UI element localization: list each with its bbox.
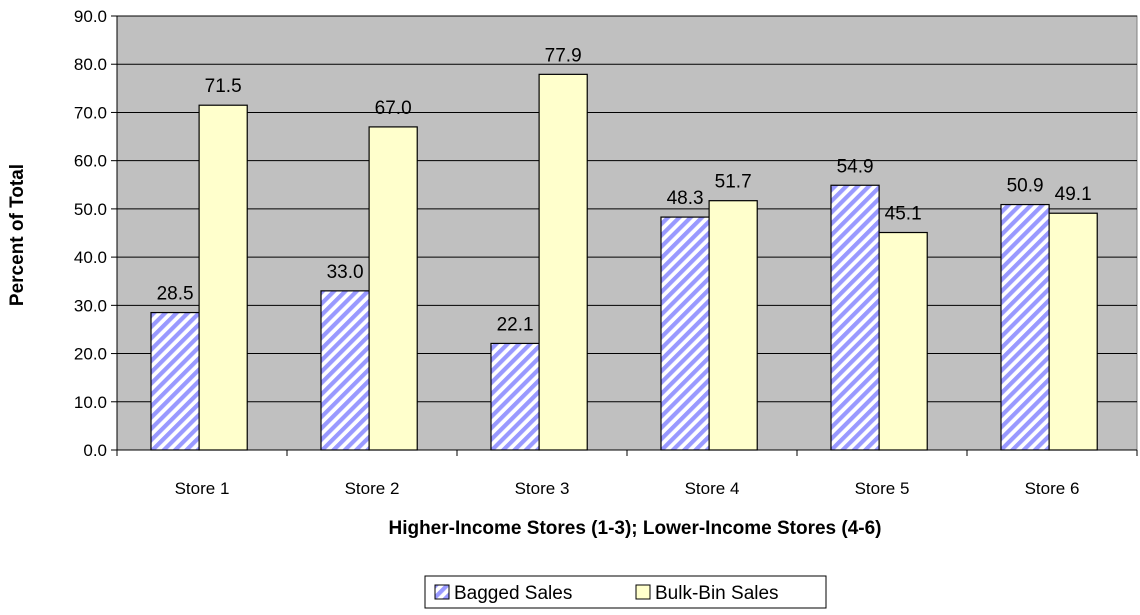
data-label: 51.7 <box>715 172 752 193</box>
legend-swatch <box>635 584 651 600</box>
data-label: 54.9 <box>837 156 874 177</box>
data-label: 67.0 <box>375 98 412 119</box>
y-tick-label: 0.0 <box>83 441 107 460</box>
y-tick-label: 10.0 <box>74 393 107 412</box>
data-label: 71.5 <box>205 76 242 97</box>
legend-swatch <box>434 584 450 600</box>
data-label: 50.9 <box>1007 176 1044 197</box>
x-axis-title: Higher-Income Stores (1-3); Lower-Income… <box>388 518 881 539</box>
bar-bulk-bin <box>198 104 248 451</box>
y-tick-label: 70.0 <box>74 103 107 122</box>
legend-label: Bulk-Bin Sales <box>655 583 779 604</box>
x-tick-label: Store 6 <box>1025 479 1080 498</box>
y-axis-title: Percent of Total <box>7 164 28 306</box>
bar-bulk-bin <box>878 231 928 451</box>
x-tick-label: Store 5 <box>855 479 910 498</box>
x-tick-label: Store 2 <box>345 479 400 498</box>
x-tick-label: Store 3 <box>515 479 570 498</box>
bar-bagged <box>150 311 200 451</box>
data-label: 48.3 <box>667 188 704 209</box>
y-tick-label: 50.0 <box>74 200 107 219</box>
bar-bagged <box>490 342 540 451</box>
y-tick-label: 90.0 <box>74 7 107 26</box>
legend-label: Bagged Sales <box>454 583 572 604</box>
bar-bulk-bin <box>368 126 418 451</box>
bar-bulk-bin <box>1048 212 1098 451</box>
bar-bagged <box>320 290 370 451</box>
plot-area <box>116 15 1138 451</box>
bar-bulk-bin <box>538 73 588 451</box>
bar-bagged <box>1000 203 1050 451</box>
x-tick-label: Store 1 <box>175 479 230 498</box>
bar-bulk-bin <box>708 200 758 451</box>
legend: Bagged Sales Bulk-Bin Sales <box>424 575 827 609</box>
y-tick-label: 30.0 <box>74 296 107 315</box>
data-label: 49.1 <box>1055 184 1092 205</box>
legend-box <box>424 575 827 609</box>
data-label: 33.0 <box>327 262 364 283</box>
y-tick-label: 40.0 <box>74 248 107 267</box>
y-tick-label: 80.0 <box>74 55 107 74</box>
y-tick-label: 60.0 <box>74 152 107 171</box>
data-label: 45.1 <box>885 204 922 225</box>
data-label: 22.1 <box>497 314 534 335</box>
x-tick-label: Store 4 <box>685 479 740 498</box>
bar-bagged <box>830 184 880 451</box>
bar-bagged <box>660 216 710 451</box>
data-label: 28.5 <box>157 284 194 305</box>
y-tick-label: 20.0 <box>74 345 107 364</box>
data-label: 77.9 <box>545 45 582 66</box>
